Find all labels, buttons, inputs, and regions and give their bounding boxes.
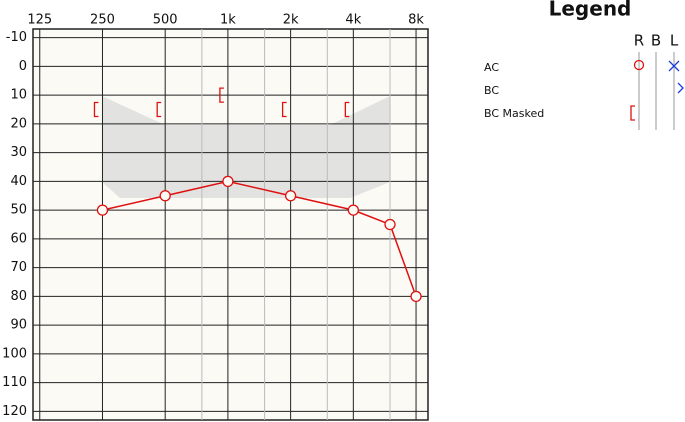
ac-marker: [159, 190, 171, 202]
plot-area: [32, 28, 429, 421]
bc-masked-marker: [344, 101, 350, 118]
y-tick-label: 0: [19, 59, 27, 74]
y-tick-label: -10: [6, 30, 27, 45]
y-tick-label: 20: [10, 116, 27, 131]
marks: [93, 87, 422, 303]
bc-masked-marker: [93, 101, 99, 118]
ac-marker: [410, 290, 422, 303]
bc-masked-marker: [156, 101, 162, 118]
legend-symbol: [668, 60, 680, 72]
x-tick-label: 125: [27, 13, 52, 28]
x-tick-label: 4k: [345, 13, 361, 28]
legend-row: BC: [484, 84, 499, 97]
x-tick-label: 2k: [283, 13, 299, 28]
legend-row: AC: [484, 61, 499, 74]
y-tick-label: 100: [2, 346, 27, 361]
grid: [33, 29, 428, 420]
ac-marker: [347, 204, 359, 216]
bc-masked-marker: [281, 101, 287, 118]
y-tick-label: 90: [10, 318, 27, 333]
y-tick-label: 50: [10, 203, 27, 218]
ac-marker: [384, 218, 396, 231]
y-tick-label: 60: [10, 231, 27, 246]
speech-banana: [102, 96, 390, 198]
ac-marker: [222, 175, 234, 188]
ac-marker: [96, 204, 109, 216]
legend-title: Legend: [549, 0, 632, 21]
y-tick-label: 120: [2, 404, 27, 419]
y-tick-label: 40: [10, 174, 27, 189]
x-tick-label: 250: [90, 13, 115, 28]
y-tick-label: 70: [10, 260, 27, 275]
x-tick-label: 500: [153, 13, 178, 28]
legend-symbol: [633, 59, 645, 71]
y-tick-label: 80: [10, 289, 27, 304]
legend-column: R: [634, 32, 644, 50]
legend-column: L: [670, 32, 679, 50]
y-tick-label: 110: [2, 375, 27, 390]
ac-marker: [284, 190, 297, 202]
legend-symbol: [677, 82, 684, 94]
x-tick-label: 1k: [220, 13, 236, 28]
legend-column: B: [651, 32, 661, 50]
x-tick-label: 8k: [408, 13, 424, 28]
y-tick-label: 30: [10, 145, 27, 160]
legend-symbol: [630, 105, 635, 121]
bc-masked-marker: [219, 87, 224, 103]
legend-row: BC Masked: [484, 107, 544, 120]
y-tick-label: 10: [10, 88, 27, 103]
